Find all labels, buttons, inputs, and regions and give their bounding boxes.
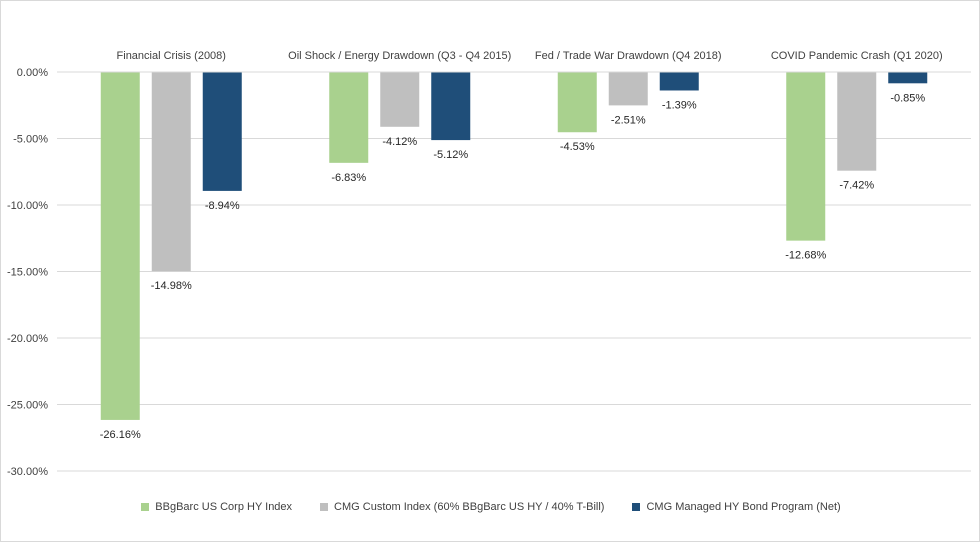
bar	[608, 72, 648, 106]
data-label: -0.85%	[890, 92, 925, 104]
y-tick-label: -10.00%	[7, 200, 48, 212]
legend-swatch-hy-index	[141, 503, 150, 511]
y-tick-label: -15.00%	[7, 267, 48, 279]
legend-item-custom-index: CMG Custom Index (60% BBgBarc US HY / 40…	[320, 501, 604, 513]
data-label: -7.42%	[839, 180, 874, 192]
bar	[431, 72, 471, 141]
bar	[557, 72, 597, 133]
category-label: Fed / Trade War Drawdown (Q4 2018)	[535, 50, 722, 62]
data-label: -14.98%	[151, 280, 192, 292]
legend-label-managed-program: CMG Managed HY Bond Program (Net)	[646, 501, 841, 513]
legend-label-custom-index: CMG Custom Index (60% BBgBarc US HY / 40…	[334, 501, 605, 513]
bar	[202, 72, 242, 191]
y-tick-label: -5.00%	[13, 134, 48, 146]
data-label: -1.39%	[662, 99, 697, 111]
legend-label-hy-index: BBgBarc US Corp HY Index	[155, 501, 293, 513]
data-label: -8.94%	[205, 200, 240, 212]
legend: BBgBarc US Corp HY Index CMG Custom Inde…	[1, 501, 980, 513]
legend-swatch-managed-program	[632, 503, 641, 511]
bar	[151, 72, 191, 272]
legend-swatch-custom-index	[320, 503, 329, 511]
data-label: -5.12%	[433, 149, 468, 161]
y-tick-label: -30.00%	[7, 466, 48, 478]
y-tick-label: -25.00%	[7, 400, 48, 412]
bar	[888, 72, 928, 84]
bar	[329, 72, 369, 163]
bar	[786, 72, 826, 241]
data-label: -4.12%	[382, 136, 417, 148]
y-tick-label: 0.00%	[17, 67, 48, 79]
data-label: -26.16%	[100, 429, 141, 441]
legend-item-managed-program: CMG Managed HY Bond Program (Net)	[632, 501, 841, 513]
category-label: COVID Pandemic Crash (Q1 2020)	[771, 50, 943, 62]
data-label: -6.83%	[331, 172, 366, 184]
category-label: Financial Crisis (2008)	[117, 50, 226, 62]
bar	[837, 72, 877, 171]
bar	[380, 72, 420, 127]
bar	[659, 72, 699, 91]
data-label: -2.51%	[611, 114, 646, 126]
y-tick-label: -20.00%	[7, 333, 48, 345]
bar	[100, 72, 140, 420]
category-label: Oil Shock / Energy Drawdown (Q3 - Q4 201…	[288, 50, 511, 62]
legend-item-hy-index: BBgBarc US Corp HY Index	[141, 501, 292, 513]
data-label: -4.53%	[560, 141, 595, 153]
data-label: -12.68%	[785, 250, 826, 262]
